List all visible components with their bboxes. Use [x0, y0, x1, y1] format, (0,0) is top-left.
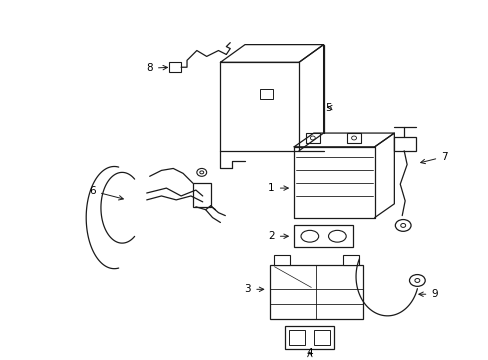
Text: 9: 9: [418, 289, 437, 299]
Ellipse shape: [400, 224, 405, 228]
Bar: [305, 133, 319, 143]
Ellipse shape: [351, 136, 356, 140]
Bar: [274, 255, 289, 265]
Bar: [192, 183, 210, 207]
Ellipse shape: [394, 220, 410, 231]
Text: 2: 2: [267, 231, 288, 241]
Bar: [269, 265, 362, 319]
Bar: [346, 133, 360, 143]
Bar: [169, 62, 181, 72]
Bar: [259, 89, 273, 99]
Text: 3: 3: [244, 284, 263, 294]
Bar: [288, 330, 305, 345]
Ellipse shape: [408, 275, 425, 286]
Text: 7: 7: [420, 152, 447, 164]
Text: 8: 8: [146, 63, 167, 73]
Ellipse shape: [328, 230, 346, 242]
Text: 6: 6: [89, 186, 123, 200]
Text: 4: 4: [306, 348, 312, 358]
Ellipse shape: [310, 136, 315, 140]
Ellipse shape: [301, 230, 318, 242]
Bar: [393, 137, 415, 151]
Bar: [313, 330, 329, 345]
Ellipse shape: [200, 171, 203, 174]
Bar: [285, 326, 334, 349]
Ellipse shape: [197, 168, 206, 176]
Bar: [343, 255, 358, 265]
Text: 5: 5: [325, 103, 331, 113]
Text: 1: 1: [267, 183, 288, 193]
Bar: [293, 225, 352, 247]
Ellipse shape: [414, 279, 419, 283]
